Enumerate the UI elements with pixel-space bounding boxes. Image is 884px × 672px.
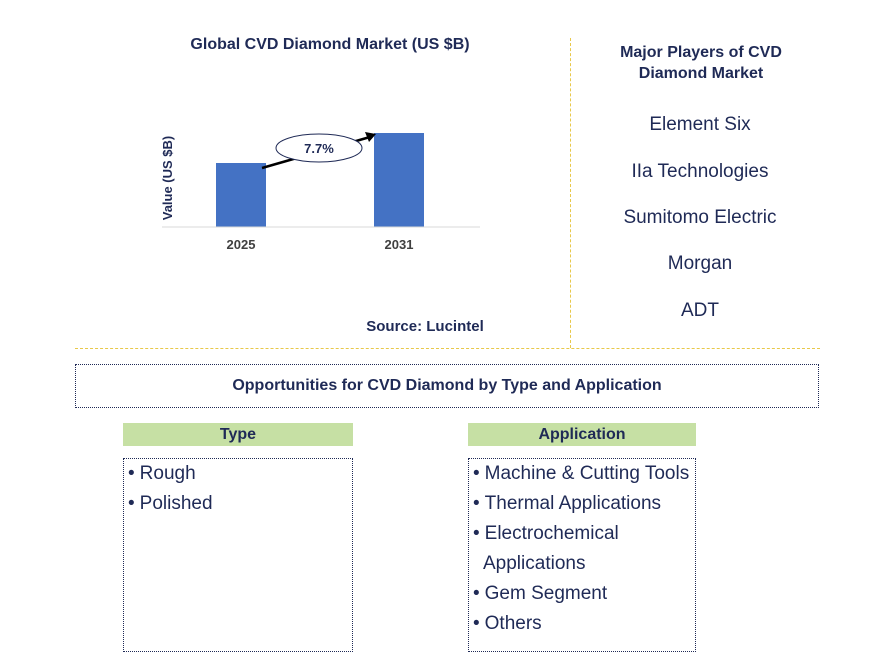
y-axis-label: Value (US $B): [160, 136, 175, 221]
player-item: Element Six: [649, 114, 751, 135]
cagr-label: 7.7%: [304, 141, 334, 156]
players-title: Major Players of CVD Diamond Market: [620, 44, 782, 82]
horizontal-divider: [75, 348, 820, 349]
application-list-box: • Machine & Cutting Tools • Thermal Applic…: [468, 458, 696, 652]
type-header: Type: [123, 423, 353, 446]
bar: [216, 163, 266, 227]
x-tick-label: 2031: [385, 237, 414, 252]
type-list-box: • Rough • Polished: [123, 458, 353, 652]
growth-arrow-head: [365, 132, 376, 142]
chart-source: Source: Lucintel: [366, 318, 484, 335]
bar-chart: Value (US $B) 2025 2031 7.7%: [160, 132, 480, 252]
cagr-bubble: [275, 133, 363, 163]
vertical-divider: [570, 38, 571, 348]
list-item: • Thermal Applications: [473, 493, 662, 514]
list-item: • Machine & Cutting Tools: [473, 463, 690, 484]
x-tick-label: 2025: [227, 237, 256, 252]
chart-title: Global CVD Diamond Market (US $B): [190, 36, 470, 53]
bar: [374, 133, 424, 227]
player-item: IIa Technologies: [631, 161, 769, 182]
player-item: ADT: [681, 300, 719, 321]
application-header: Application: [468, 423, 696, 446]
list-item: • Electrochemical Applications: [473, 523, 619, 574]
list-item: • Rough: [128, 463, 196, 484]
list-item: • Gem Segment: [473, 583, 608, 604]
player-item: Sumitomo Electric: [623, 207, 777, 228]
list-item: • Others: [473, 613, 542, 634]
player-item: Morgan: [667, 253, 733, 274]
list-item: • Polished: [128, 493, 213, 514]
opportunities-title: Opportunities for CVD Diamond by Type an…: [75, 364, 819, 408]
